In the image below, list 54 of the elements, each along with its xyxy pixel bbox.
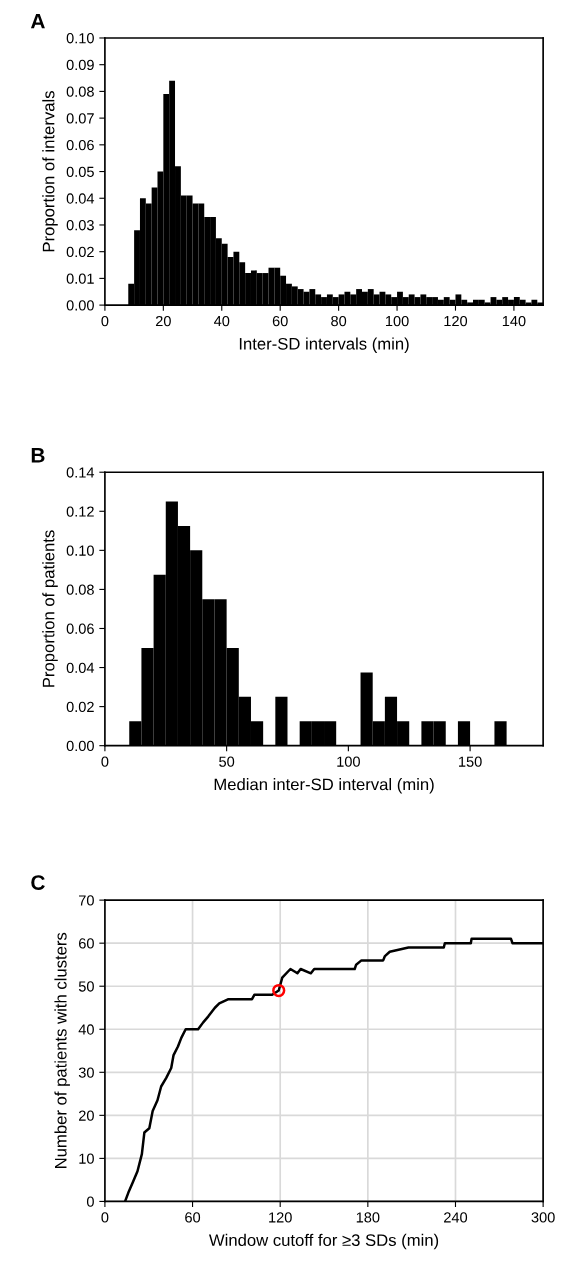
- y-tick-label: 0.02: [66, 701, 94, 713]
- y-tick-label: 10: [79, 1153, 94, 1164]
- x-tick-label: 50: [219, 756, 235, 767]
- y-tick-label: 0.01: [66, 273, 94, 284]
- x-axis-title: Median inter-SD interval (min): [214, 778, 434, 794]
- y-tick-label: 20: [79, 1110, 94, 1121]
- y-tick-label: 0.03: [66, 220, 94, 231]
- y-tick-label: 0.04: [66, 193, 95, 204]
- y-tick-label: 0.05: [66, 166, 94, 177]
- y-tick-label: 0.10: [66, 33, 94, 44]
- y-tick-label: 0.07: [66, 113, 94, 124]
- y-tick-label: 0.09: [66, 59, 94, 71]
- x-axis-title: Window cutoff for ≥3 SDs (min): [208, 1233, 439, 1250]
- x-tick-label: 100: [386, 315, 409, 327]
- y-tick-label: 0.00: [66, 300, 94, 311]
- chart-title: C: [31, 875, 45, 890]
- y-tick-label: 40: [78, 1024, 94, 1035]
- x-tick-label: 0: [101, 1212, 109, 1223]
- y-tick-label: 0.10: [66, 545, 94, 556]
- y-axis-title: Number of patients with clusters: [54, 932, 70, 1168]
- x-axis-title: Inter-SD intervals (min): [239, 337, 409, 353]
- x-tick-label: 120: [444, 315, 468, 327]
- x-tick-label: 20: [155, 315, 171, 327]
- y-tick-label: 0.08: [66, 584, 94, 595]
- x-tick-label: 140: [502, 315, 526, 327]
- x-tick-label: 40: [213, 315, 230, 327]
- x-tick-label: 300: [531, 1212, 555, 1223]
- y-tick-label: 0: [86, 1196, 94, 1207]
- y-tick-label: 60: [79, 938, 94, 949]
- y-tick-label: 0.06: [66, 623, 94, 634]
- y-tick-label: 0.04: [66, 662, 95, 673]
- y-tick-label: 70: [79, 895, 94, 906]
- x-tick-label: 150: [459, 756, 482, 767]
- y-tick-label: 0.12: [66, 506, 94, 517]
- y-axis-title: Proportion of intervals: [42, 91, 58, 252]
- y-tick-label: 0.08: [66, 86, 94, 97]
- y-tick-label: 0.00: [66, 740, 94, 752]
- y-tick-label: 50: [78, 981, 94, 992]
- x-tick-label: 120: [269, 1212, 292, 1223]
- x-tick-label: 60: [272, 315, 288, 327]
- x-tick-label: 180: [356, 1212, 380, 1223]
- y-tick-label: 0.06: [66, 139, 94, 151]
- x-tick-label: 240: [444, 1212, 468, 1223]
- chart-title: A: [30, 13, 45, 29]
- y-tick-label: 0.14: [66, 467, 95, 478]
- x-tick-label: 0: [101, 756, 109, 767]
- x-tick-label: 60: [185, 1212, 201, 1223]
- x-tick-label: 100: [337, 756, 360, 767]
- y-tick-label: 0.02: [66, 246, 94, 258]
- y-axis-title: Proportion of patients: [42, 530, 58, 687]
- x-tick-label: 80: [331, 315, 347, 327]
- x-tick-label: 0: [101, 315, 109, 327]
- chart-title: B: [31, 448, 45, 463]
- y-tick-label: 30: [78, 1067, 94, 1078]
